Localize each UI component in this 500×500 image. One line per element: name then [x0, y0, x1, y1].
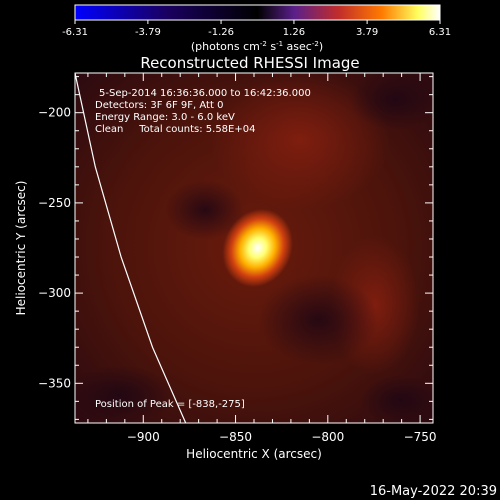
annotation-detectors: Detectors: 3F 6F 9F, Att 0 — [95, 100, 223, 111]
colorbar-tick-label: -6.31 — [62, 27, 88, 38]
y-axis: −200 −250 −300 −350 — [38, 76, 433, 420]
x-axis-label: Heliocentric X (arcsec) — [186, 447, 322, 461]
emission-lobe-upper — [210, 73, 390, 210]
colorbar-tick-label: 3.79 — [356, 27, 378, 38]
dark-region-upper-right — [350, 73, 433, 130]
y-tick-label: −350 — [38, 376, 71, 390]
annotation-peak-position: Position of Peak = [-838,-275] — [95, 399, 245, 410]
y-tick-label: −300 — [38, 286, 71, 300]
y-tick-label: −200 — [38, 106, 71, 120]
dark-region-left — [165, 180, 245, 240]
colorbar-tick-label: 1.26 — [283, 27, 305, 38]
x-tick-label: −750 — [404, 430, 437, 444]
y-tick-label: −250 — [38, 196, 71, 210]
heatmap-image — [75, 73, 433, 423]
colorbar: -6.31 -3.79 -1.26 1.26 3.79 6.31 (photons cm-… — [62, 4, 451, 53]
peak-source — [222, 209, 293, 287]
annotation-energy-range: Energy Range: 3.0 - 6.0 keV — [95, 112, 235, 123]
colorbar-units: (photons cm-2 s-1 asec-2) — [191, 40, 323, 53]
solar-limb — [75, 73, 187, 423]
x-axis: −900 −850 −800 −750 — [87, 73, 437, 444]
dark-region-lower-left — [75, 365, 175, 423]
colorbar-gradient — [74, 4, 441, 21]
colorbar-tick-label: -3.79 — [135, 27, 161, 38]
x-tick-label: −800 — [311, 430, 344, 444]
footer-date: 16-May-2022 20:39 — [370, 484, 497, 499]
chart-title: Reconstructed RHESSI Image — [140, 54, 359, 72]
x-tick-label: −900 — [127, 430, 160, 444]
y-axis-label: Heliocentric Y (arcsec) — [14, 181, 28, 316]
colorbar-ticks: -6.31 -3.79 -1.26 1.26 3.79 6.31 — [62, 20, 451, 38]
annotation-clean-counts: Clean Total counts: 5.58E+04 — [95, 124, 255, 135]
colorbar-tick-label: -1.26 — [208, 27, 234, 38]
x-tick-label: −850 — [219, 430, 252, 444]
dark-region-lower-right — [360, 375, 433, 423]
dark-region-lower — [258, 275, 378, 365]
colorbar-tick-label: 6.31 — [429, 27, 451, 38]
annotation-time-range: 5-Sep-2014 16:36:36.000 to 16:42:36.000 — [99, 88, 311, 99]
